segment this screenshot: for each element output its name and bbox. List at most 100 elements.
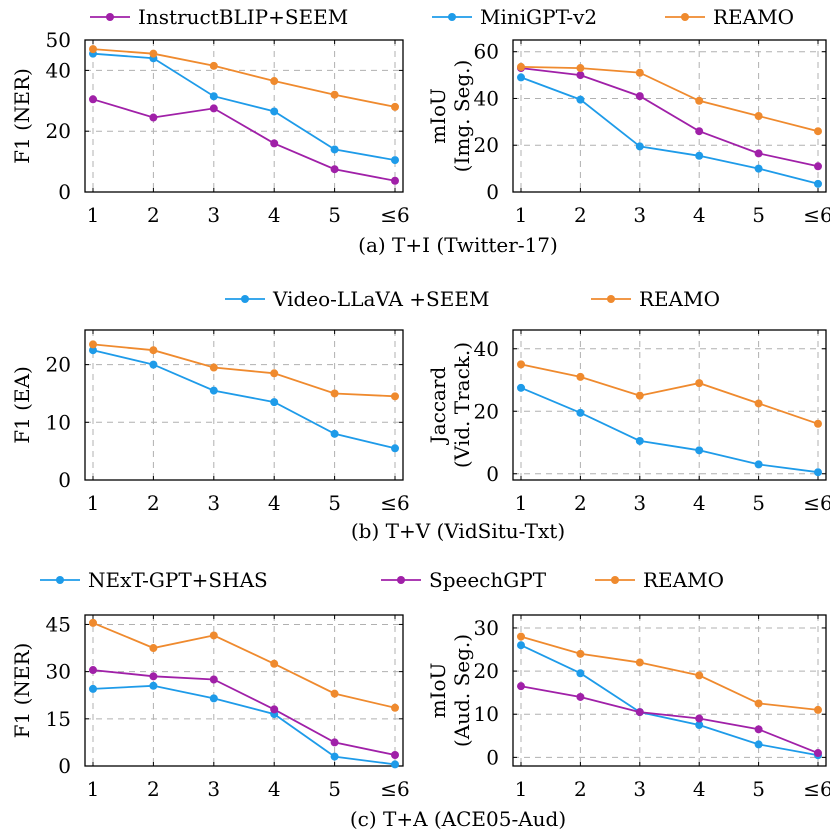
data-point: [149, 672, 158, 681]
y-tick-label: 30: [474, 616, 499, 640]
data-point: [89, 666, 97, 675]
legend-label-speechgpt: SpeechGPT: [429, 568, 547, 592]
data-point: [814, 179, 822, 188]
series-line: [520, 644, 819, 757]
x-tick-label: 5: [328, 203, 341, 227]
data-point: [89, 340, 97, 349]
legend-marker: [607, 295, 615, 303]
legend-marker: [397, 576, 405, 584]
x-tick-label: 3: [207, 203, 220, 227]
data-point: [270, 369, 279, 378]
y-tick-label: 40: [474, 337, 499, 361]
data-point: [209, 386, 218, 395]
data-point: [270, 659, 279, 668]
series-line: [520, 635, 819, 711]
legend-marker: [56, 576, 64, 584]
legend-marker: [611, 576, 619, 584]
data-point: [814, 127, 822, 136]
data-point: [517, 632, 525, 641]
legend-label-reamo: REAMO: [713, 5, 794, 29]
y-axis-label: mIoU: [426, 663, 450, 719]
y-axis-label: F1 (NER): [10, 643, 34, 739]
x-tick-label: 1: [515, 491, 528, 515]
data-point: [330, 689, 339, 698]
data-point: [209, 363, 218, 372]
panel-3: 1 2 3 4 5 ≤6 0 10 20 F1 (EA): [10, 329, 410, 515]
series-line: [92, 343, 396, 398]
subfigure-caption: (a) T+I (Twitter-17): [358, 233, 558, 257]
panel-1: 1 2 3 4 5 ≤6 0 20 40 50 F1 (NER): [10, 28, 410, 227]
plot-frame: [84, 614, 404, 767]
data-point: [330, 752, 339, 761]
y-axis-label: (Vid. Track.): [450, 342, 474, 468]
y-tick-label: 0: [486, 462, 499, 486]
series-video-llava-seem: [517, 383, 822, 477]
legend-label-reamo: REAMO: [643, 568, 724, 592]
data-point: [635, 436, 644, 445]
data-point: [391, 392, 399, 401]
series-line: [520, 67, 819, 168]
x-tick-label: 5: [328, 777, 341, 801]
data-point: [576, 64, 585, 73]
y-tick-label: 0: [58, 180, 71, 204]
y-tick-label: 0: [58, 754, 71, 778]
data-point: [89, 346, 97, 355]
data-point: [330, 90, 339, 99]
data-point: [270, 705, 279, 714]
x-tick-label: 3: [633, 777, 646, 801]
data-point: [814, 419, 822, 428]
y-tick-label: 40: [46, 58, 71, 82]
data-point: [576, 692, 585, 701]
series-line: [520, 685, 819, 754]
x-tick-label: 2: [574, 491, 587, 515]
plot-frame: [512, 39, 827, 193]
data-point: [635, 708, 644, 717]
data-point: [576, 95, 585, 104]
data-point: [209, 92, 218, 101]
data-point: [391, 156, 399, 165]
x-tick-label: 1: [87, 203, 100, 227]
series-minigpt-v2: [517, 73, 822, 188]
data-point: [209, 694, 218, 703]
series-instructblip-seem: [89, 95, 399, 185]
legend-label-next-gpt-shas: NExT-GPT+SHAS: [88, 568, 268, 592]
data-point: [391, 444, 399, 453]
plot-frame: [512, 614, 827, 767]
x-tick-label: 4: [693, 203, 706, 227]
y-tick-label: 20: [474, 659, 499, 683]
series-line: [92, 98, 396, 182]
data-point: [517, 383, 525, 392]
legend-marker: [448, 13, 456, 21]
panel-4: 1 2 3 4 5 ≤6 0 20 40 Jaccard (Vid. Track.): [426, 329, 830, 515]
x-tick-label: 1: [87, 491, 100, 515]
data-point: [695, 379, 704, 388]
y-tick-label: 0: [486, 180, 499, 204]
x-tick-label: 3: [207, 777, 220, 801]
x-tick-label: ≤6: [803, 203, 830, 227]
data-point: [209, 61, 218, 70]
data-point: [576, 372, 585, 381]
y-tick-label: 20: [474, 133, 499, 157]
legend-marker: [681, 13, 689, 21]
plot-frame: [512, 329, 827, 481]
x-tick-label: 5: [752, 491, 765, 515]
series-instructblip-seem: [517, 64, 822, 171]
data-point: [695, 714, 704, 723]
data-point: [149, 644, 158, 653]
data-point: [517, 682, 525, 691]
y-tick-label: 20: [46, 119, 71, 143]
data-point: [209, 631, 218, 640]
data-point: [270, 139, 279, 148]
data-point: [517, 641, 525, 650]
series-reamo: [89, 340, 399, 401]
x-tick-label: ≤6: [803, 777, 830, 801]
data-point: [517, 73, 525, 82]
series-line: [520, 66, 819, 133]
x-tick-label: 4: [693, 777, 706, 801]
x-tick-label: 3: [207, 491, 220, 515]
panel-6: 1 2 3 4 5 ≤6 0 10 20 30 mIoU (Aud. Seg.): [426, 614, 830, 801]
x-tick-label: 2: [147, 203, 160, 227]
series-line: [92, 669, 396, 756]
series-speechgpt: [517, 682, 822, 758]
